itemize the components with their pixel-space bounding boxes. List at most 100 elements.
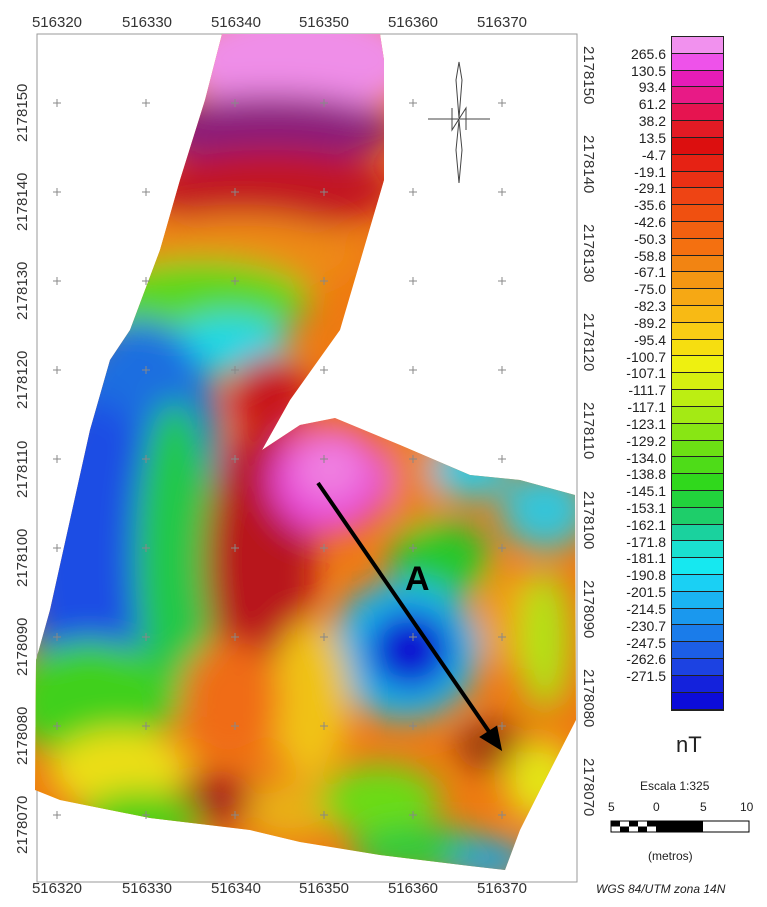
legend-swatch bbox=[672, 221, 723, 239]
legend-label: -134.0 bbox=[626, 449, 666, 466]
legend-label: -29.1 bbox=[634, 180, 666, 197]
legend-label: -107.1 bbox=[626, 365, 666, 382]
legend-swatch bbox=[672, 53, 723, 71]
y-tick-right: 2178150 bbox=[580, 46, 597, 105]
legend-swatch bbox=[672, 625, 723, 643]
x-tick-top: 516350 bbox=[298, 14, 350, 31]
y-tick-right: 2178070 bbox=[580, 758, 597, 817]
legend-swatch bbox=[672, 642, 723, 660]
legend-label: -181.1 bbox=[626, 550, 666, 567]
legend-label: -171.8 bbox=[626, 533, 666, 550]
legend-label: -145.1 bbox=[626, 483, 666, 500]
y-tick-left: 2178090 bbox=[14, 617, 31, 676]
legend-swatch bbox=[672, 390, 723, 407]
y-tick-left: 2178080 bbox=[14, 706, 31, 765]
x-tick-top: 516360 bbox=[387, 14, 439, 31]
legend-label: -201.5 bbox=[626, 584, 666, 601]
legend-label: -153.1 bbox=[626, 499, 666, 516]
legend-swatch bbox=[672, 255, 723, 273]
legend-unit: nT bbox=[676, 732, 702, 757]
legend-swatch bbox=[672, 37, 723, 54]
legend-label: -50.3 bbox=[634, 230, 666, 247]
legend-label: -95.4 bbox=[634, 331, 666, 348]
legend-label: -111.7 bbox=[628, 382, 666, 399]
legend-swatch bbox=[672, 238, 723, 256]
legend-label: -58.8 bbox=[634, 247, 666, 264]
scale-tick: 5 bbox=[608, 800, 615, 814]
legend-label: -35.6 bbox=[634, 197, 666, 214]
x-tick-bottom: 516320 bbox=[31, 880, 83, 897]
legend-label: -262.6 bbox=[626, 651, 666, 668]
y-tick-left: 2178150 bbox=[14, 83, 31, 142]
y-tick-left: 2178100 bbox=[14, 528, 31, 587]
legend-label: -42.6 bbox=[634, 214, 666, 231]
grid-crosses bbox=[53, 99, 506, 819]
survey-surface bbox=[35, 34, 576, 870]
x-tick-bottom: 516370 bbox=[476, 880, 528, 897]
legend-swatch bbox=[672, 659, 723, 676]
legend-swatch bbox=[672, 474, 723, 491]
legend-swatch bbox=[672, 104, 723, 122]
legend-swatch bbox=[672, 121, 723, 138]
legend-label: 13.5 bbox=[638, 129, 666, 146]
legend-swatch bbox=[672, 457, 723, 475]
legend-label: -214.5 bbox=[626, 600, 666, 617]
legend-swatch bbox=[672, 591, 723, 609]
legend-label: -82.3 bbox=[634, 298, 666, 315]
y-tick-left: 2178120 bbox=[14, 350, 31, 409]
legend-label: 61.2 bbox=[638, 96, 666, 113]
x-tick-top: 516340 bbox=[210, 14, 262, 31]
legend-swatch bbox=[672, 692, 723, 710]
legend-swatch bbox=[672, 87, 723, 105]
legend-label: -162.1 bbox=[626, 516, 666, 533]
legend-swatch bbox=[672, 575, 723, 592]
legend-swatch bbox=[672, 154, 723, 172]
legend-label: -247.5 bbox=[626, 634, 666, 651]
legend-swatch bbox=[672, 322, 723, 340]
y-tick-right: 2178100 bbox=[580, 491, 597, 550]
legend-swatch bbox=[672, 205, 723, 222]
legend-swatch bbox=[672, 608, 723, 626]
north-arrow-icon bbox=[428, 61, 490, 184]
legend-label: -100.7 bbox=[626, 348, 666, 365]
legend-label: -230.7 bbox=[626, 617, 666, 634]
legend-label: -123.1 bbox=[626, 415, 666, 432]
legend-swatch bbox=[672, 406, 723, 424]
x-tick-bottom: 516360 bbox=[387, 880, 439, 897]
x-tick-top: 516330 bbox=[121, 14, 173, 31]
scale-title: Escala 1:325 bbox=[640, 779, 710, 793]
legend-label: -271.5 bbox=[626, 668, 666, 685]
legend-label: -75.0 bbox=[634, 281, 666, 298]
x-tick-bottom: 516340 bbox=[210, 880, 262, 897]
legend-swatch bbox=[672, 541, 723, 559]
profile-arrow bbox=[316, 481, 503, 752]
y-tick-left: 2178110 bbox=[14, 440, 31, 498]
scale-tick: 5 bbox=[700, 800, 707, 814]
x-tick-bottom: 516350 bbox=[298, 880, 350, 897]
x-tick-top: 516320 bbox=[31, 14, 83, 31]
legend-label: 130.5 bbox=[630, 62, 666, 79]
legend-label: -190.8 bbox=[626, 567, 666, 584]
legend-swatch bbox=[672, 289, 723, 306]
scale-tick: 0 bbox=[653, 800, 660, 814]
legend-swatch bbox=[672, 272, 723, 290]
y-tick-right: 2178080 bbox=[580, 669, 597, 728]
legend-swatch bbox=[672, 423, 723, 441]
y-tick-left: 2178070 bbox=[14, 795, 31, 854]
legend-label: -117.1 bbox=[627, 399, 666, 416]
legend-swatch bbox=[672, 490, 723, 508]
legend-swatch bbox=[672, 70, 723, 88]
legend-label: 265.6 bbox=[630, 45, 666, 62]
legend-label: 38.2 bbox=[638, 113, 666, 130]
y-tick-left: 2178130 bbox=[14, 261, 31, 320]
legend-label: 93.4 bbox=[638, 79, 666, 96]
scale-tick: 10 bbox=[740, 800, 754, 814]
legend-swatch bbox=[672, 137, 723, 155]
legend-label: -19.1 bbox=[634, 163, 666, 180]
legend-swatch bbox=[672, 440, 723, 458]
x-tick-top: 516370 bbox=[476, 14, 528, 31]
coordinate-system: WGS 84/UTM zona 14N bbox=[596, 882, 726, 896]
y-tick-right: 2178130 bbox=[580, 224, 597, 283]
y-tick-left: 2178140 bbox=[14, 172, 31, 231]
